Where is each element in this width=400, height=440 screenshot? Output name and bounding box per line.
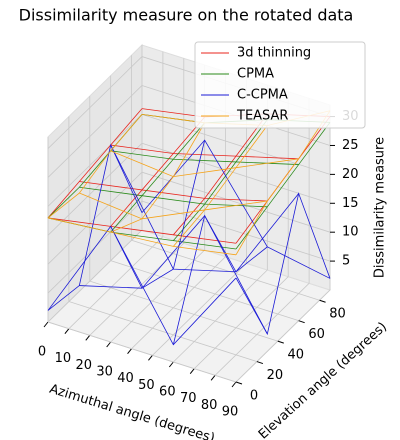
x-tick-label: 60 xyxy=(159,385,176,400)
wire-column xyxy=(47,143,143,311)
x-tick-label: 30 xyxy=(96,365,113,380)
x-tick xyxy=(231,381,237,388)
y-tick-label: 20 xyxy=(267,368,284,383)
x-tick-label: 0 xyxy=(38,345,46,360)
grid-line xyxy=(173,269,268,363)
grid-line xyxy=(152,263,247,356)
x-tick-label: 90 xyxy=(222,405,239,420)
grid-line xyxy=(47,85,143,178)
wire-column xyxy=(110,140,206,289)
legend-label: CPMA xyxy=(237,67,274,82)
grid-line xyxy=(68,236,164,329)
grid-line xyxy=(141,171,331,233)
y-tick-label: 80 xyxy=(329,307,346,322)
z-tick-label: 10 xyxy=(342,225,359,240)
wire-column xyxy=(173,119,268,241)
x-tick-label: 10 xyxy=(55,351,72,366)
grid-line xyxy=(89,280,278,342)
wire-column xyxy=(110,122,206,233)
legend: 3d thinning CPMA C-CPMA TEASAR xyxy=(194,41,366,129)
wire-row xyxy=(47,225,237,346)
wire-row xyxy=(110,144,299,160)
x-tick-label: 40 xyxy=(117,371,134,386)
grid-line xyxy=(235,289,331,383)
x-tick xyxy=(127,348,132,354)
grid-line xyxy=(47,56,143,149)
wire-column xyxy=(47,114,143,219)
wire-column xyxy=(173,125,268,247)
x-tick xyxy=(64,328,70,334)
grid-line xyxy=(131,239,320,301)
grid-line xyxy=(141,200,331,262)
wire-row xyxy=(110,144,299,273)
wire-row xyxy=(47,217,237,244)
grid-line xyxy=(110,260,299,322)
grid-line xyxy=(193,276,289,369)
y-tick xyxy=(277,340,284,344)
wire-row xyxy=(79,181,268,202)
y-tick-label: 60 xyxy=(308,327,325,342)
wire-column xyxy=(173,113,268,236)
z-tick-label: 20 xyxy=(342,167,359,182)
wire-column xyxy=(235,110,331,256)
grid-line xyxy=(47,229,143,323)
grid-line xyxy=(131,256,226,349)
z-tick-label: 5 xyxy=(342,254,350,269)
x-tick xyxy=(210,375,216,381)
wire-row xyxy=(47,217,237,256)
wire-row xyxy=(79,192,268,220)
legend-label: 3d thinning xyxy=(237,46,311,61)
y-tick-label: 0 xyxy=(250,389,258,404)
y-tick xyxy=(319,299,326,303)
x-tick xyxy=(148,355,153,361)
y-tick xyxy=(298,320,305,324)
y-tick xyxy=(256,361,264,365)
legend-label: TEASAR xyxy=(236,109,288,124)
chart-title: Dissimilarity measure on the rotated dat… xyxy=(19,6,354,25)
wire-column xyxy=(47,108,143,219)
legend-box xyxy=(194,41,366,129)
wire-column xyxy=(110,116,205,227)
x-tick xyxy=(189,368,195,374)
z-tick-label: 15 xyxy=(342,196,359,211)
grid-line xyxy=(68,301,258,362)
x-tick xyxy=(85,335,91,341)
wire-column xyxy=(235,192,331,336)
z-axis-label: Dissimilarity measure xyxy=(373,137,388,278)
wire-row xyxy=(110,150,299,178)
wire-column xyxy=(172,214,268,345)
x-tick-label: 50 xyxy=(138,378,155,393)
x-tick xyxy=(106,341,112,348)
grid-line xyxy=(214,283,310,376)
grid-line xyxy=(47,321,237,383)
x-tick-label: 20 xyxy=(76,358,93,373)
wire-column xyxy=(110,122,205,233)
y-tick xyxy=(235,381,243,385)
grid-line xyxy=(110,249,205,343)
x-tick-label: 80 xyxy=(201,398,218,413)
y-tick-label: 40 xyxy=(288,348,305,363)
x-tick xyxy=(43,321,49,328)
wire-row xyxy=(79,215,268,335)
x-tick-label: 70 xyxy=(180,391,197,406)
z-tick-label: 25 xyxy=(342,138,359,153)
legend-label: C-CPMA xyxy=(237,88,288,103)
grid-line xyxy=(47,114,143,207)
x-tick xyxy=(168,361,174,368)
